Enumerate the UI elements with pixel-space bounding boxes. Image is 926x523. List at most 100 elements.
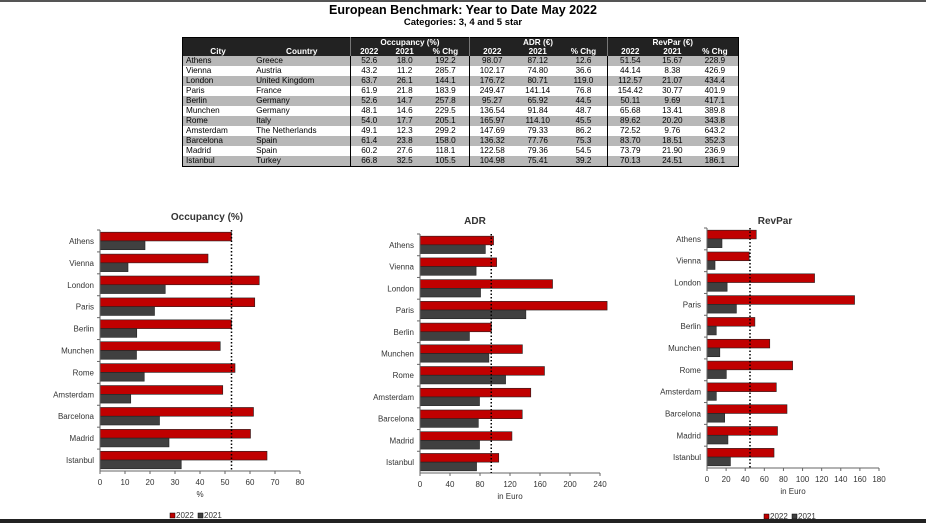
value-cell: 48.7: [575, 106, 592, 115]
value-cell: 257.8: [422, 96, 469, 106]
x-tick-label: 30: [171, 478, 180, 487]
x-axis-label: in Euro: [780, 487, 806, 496]
value-cell: 26.1: [386, 76, 423, 86]
x-tick-label: 100: [796, 475, 810, 484]
value-cell: 79.33: [527, 126, 548, 135]
value-cell: 60.2: [350, 146, 387, 156]
table-row: Madrid Spain 60.2 27.6 118.1 122.58 79.36 54.5 7…: [183, 146, 739, 156]
city-cell: Munchen: [186, 106, 220, 115]
country-cell: Spain: [253, 136, 351, 146]
category-label: Rome: [73, 368, 95, 377]
value-cell: 434.4: [691, 76, 739, 86]
value-cell: 70.13: [606, 156, 654, 167]
bar-2021: [99, 284, 166, 294]
value-cell: 87.12: [515, 56, 561, 66]
bar-2021: [706, 369, 727, 379]
value-cell: 643.2: [704, 126, 726, 135]
bar-2022: [706, 338, 771, 349]
bar-2022: [99, 231, 232, 242]
bar-2021: [706, 238, 723, 248]
category-label: Berlin: [394, 328, 414, 337]
table-row: London United Kingdom 63.7 26.1 144.1 176.72 8…: [182, 76, 739, 86]
value-cell: 176.72: [468, 76, 516, 86]
country-cell: Turkey: [253, 156, 351, 167]
group-header-occupancy: Occupancy (%): [350, 37, 469, 47]
city-cell: Istanbul: [182, 156, 254, 167]
column-header: City: [182, 47, 254, 56]
category-label: London: [387, 284, 414, 293]
city-cell: Amsterdam: [186, 126, 228, 135]
x-tick-label: 80: [779, 475, 788, 484]
city-cell: London: [182, 76, 254, 86]
bar-2022: [99, 407, 254, 417]
category-label: Barcelona: [665, 409, 702, 418]
legend-label: 2022: [770, 512, 788, 521]
bar-2021: [99, 350, 137, 360]
table-row: Berlin Germany 52.6 14.7 257.8 95.27 65.92 44.5…: [182, 96, 739, 106]
bar-2022: [706, 404, 788, 414]
value-cell: 14.6: [396, 106, 413, 115]
x-tick-label: 0: [418, 480, 423, 489]
legend-label: 2022: [176, 511, 194, 520]
country-cell: Germany: [253, 96, 351, 106]
category-label: Amsterdam: [373, 393, 414, 402]
bar-2022: [706, 382, 777, 392]
category-label: Vienna: [676, 257, 701, 266]
category-label: Paris: [396, 306, 414, 315]
bar-2021: [99, 262, 129, 272]
value-cell: 285.7: [435, 66, 456, 75]
bar-2022: [419, 301, 608, 311]
city-cell: Berlin: [182, 96, 254, 106]
bar-2022: [99, 385, 224, 395]
group-header-revpar: RevPar (€): [606, 37, 739, 47]
value-cell: 12.3: [396, 126, 413, 135]
bar-2021: [419, 266, 477, 276]
value-cell: 426.9: [704, 66, 726, 75]
category-label: Athens: [69, 237, 94, 246]
category-label: Paris: [76, 303, 94, 312]
value-cell: 95.27: [468, 96, 516, 106]
top-border: [0, 0, 926, 2]
bar-2021: [99, 240, 146, 251]
benchmark-table: Occupancy (%) ADR (€) RevPar (€) City Cou…: [182, 37, 739, 167]
bar-2021: [706, 304, 737, 314]
bar-2021: [419, 440, 480, 450]
bar-2022: [419, 344, 523, 354]
bar-2022: [419, 279, 553, 289]
category-label: Vienna: [389, 263, 414, 272]
category-label: Madrid: [390, 436, 414, 445]
value-cell: 105.5: [422, 156, 469, 167]
bar-2022: [99, 341, 221, 351]
x-tick-label: 80: [476, 480, 485, 489]
bar-2021: [706, 434, 729, 445]
category-label: Athens: [389, 241, 414, 250]
value-cell: 76.8: [575, 86, 592, 95]
country-cell: Austria: [256, 66, 282, 75]
value-cell: 52.6: [350, 96, 387, 106]
value-cell: 15.67: [653, 56, 692, 66]
value-cell: 21.07: [653, 76, 692, 86]
value-cell: 14.7: [386, 96, 423, 106]
value-cell: 51.54: [606, 56, 654, 66]
value-cell: 21.8: [396, 86, 413, 95]
category-label: Barcelona: [378, 415, 415, 424]
x-tick-label: 140: [834, 475, 848, 484]
country-cell: Greece: [253, 56, 351, 66]
bar-2021: [419, 418, 479, 428]
bar-2022: [419, 453, 500, 463]
value-cell: 75.3: [560, 136, 608, 146]
value-cell: 27.6: [396, 146, 413, 155]
value-cell: 73.79: [606, 146, 654, 156]
x-axis-label: %: [196, 490, 203, 499]
bar-2022: [419, 387, 532, 398]
value-cell: 205.1: [422, 116, 469, 126]
value-cell: 21.90: [662, 146, 683, 155]
x-tick-label: 40: [446, 480, 455, 489]
category-label: Istanbul: [66, 456, 94, 465]
bar-2022: [706, 317, 756, 327]
value-cell: 72.52: [606, 126, 654, 136]
category-label: Madrid: [677, 431, 701, 440]
x-axis-label: in Euro: [497, 492, 523, 501]
x-tick-label: 40: [741, 475, 750, 484]
